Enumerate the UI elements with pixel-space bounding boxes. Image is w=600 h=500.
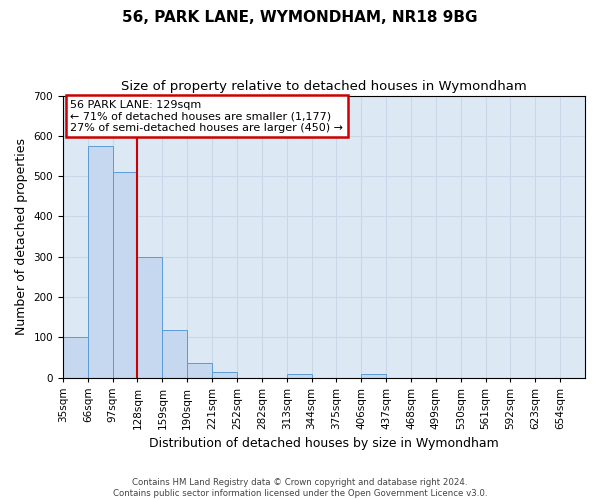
Y-axis label: Number of detached properties: Number of detached properties (15, 138, 28, 335)
Bar (63, 337, 88, 378)
Bar (212, 372, 237, 378)
X-axis label: Distribution of detached houses by size in Wymondham: Distribution of detached houses by size … (149, 437, 499, 450)
Title: Size of property relative to detached houses in Wymondham: Size of property relative to detached ho… (121, 80, 527, 93)
Bar (88, 146, 113, 378)
Bar (287, 374, 311, 378)
Bar (187, 363, 212, 378)
Bar (113, 172, 137, 378)
Bar (163, 330, 187, 378)
Text: 56 PARK LANE: 129sqm
← 71% of detached houses are smaller (1,177)
27% of semi-de: 56 PARK LANE: 129sqm ← 71% of detached h… (70, 100, 343, 133)
Text: 56, PARK LANE, WYMONDHAM, NR18 9BG: 56, PARK LANE, WYMONDHAM, NR18 9BG (122, 10, 478, 25)
Bar (361, 374, 386, 378)
Bar (137, 256, 163, 378)
Text: Contains HM Land Registry data © Crown copyright and database right 2024.
Contai: Contains HM Land Registry data © Crown c… (113, 478, 487, 498)
